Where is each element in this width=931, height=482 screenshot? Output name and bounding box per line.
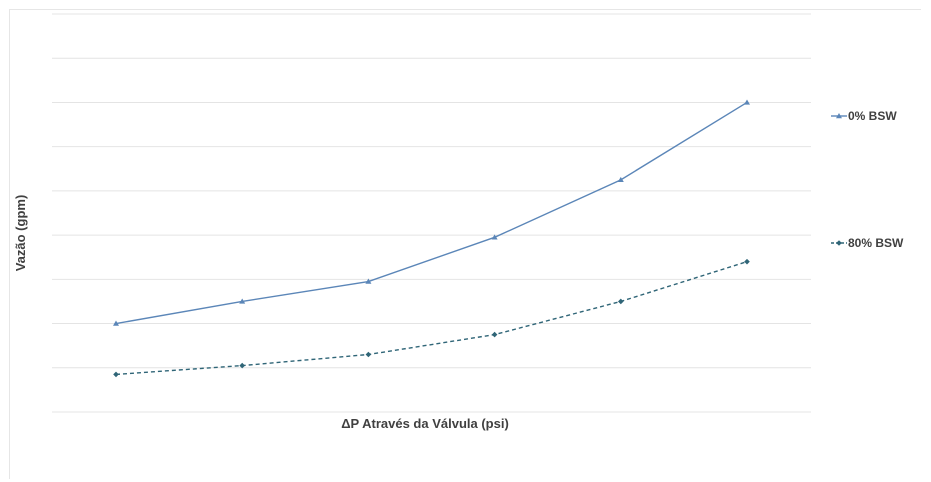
y-axis-title: Vazão (gpm) — [13, 195, 28, 272]
data-point-s1-4 — [491, 234, 498, 240]
series-line-2 — [115, 260, 748, 376]
legend-label-1: 0% BSW — [848, 109, 897, 123]
gridlines — [52, 13, 811, 413]
data-point-s2-3 — [365, 351, 372, 358]
series-layer — [113, 99, 750, 378]
legend-label-2: 80% BSW — [848, 236, 904, 250]
data-point-s2-5 — [618, 298, 624, 305]
chart-frame — [9, 9, 921, 479]
data-point-s1-3 — [365, 278, 372, 284]
data-point-s2-6 — [744, 258, 750, 265]
data-point-s1-5 — [617, 176, 624, 183]
series-line-1 — [115, 101, 748, 325]
data-point-s2-2 — [239, 362, 245, 369]
legend-key-marker-2 — [836, 240, 842, 246]
data-point-s2-4 — [491, 331, 498, 338]
data-point-s2-1 — [113, 371, 119, 378]
x-axis-title: ΔP Através da Válvula (psi) — [341, 416, 509, 431]
legend: 0% BSW 80% BSW — [831, 109, 904, 250]
data-point-s1-2 — [239, 298, 246, 304]
data-point-s1-1 — [113, 320, 119, 326]
data-point-s1-6 — [744, 99, 750, 105]
legend-key-marker-1 — [836, 113, 842, 119]
